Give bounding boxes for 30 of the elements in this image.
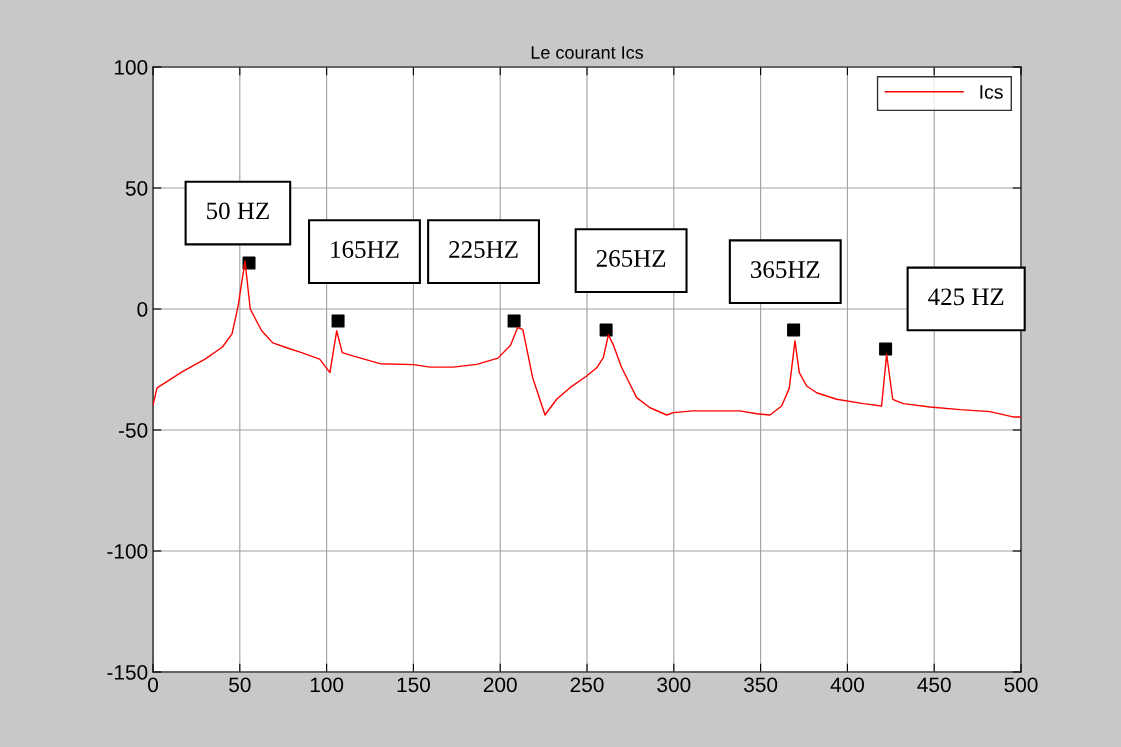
x-tick-label: 250 bbox=[570, 677, 604, 693]
y-tick-label: 50 bbox=[125, 181, 148, 196]
annotation: 225HZ bbox=[449, 241, 518, 258]
x-tick-label: 0 bbox=[148, 677, 158, 693]
x-tick-label: 50 bbox=[229, 677, 251, 693]
x-tick-label: 350 bbox=[744, 677, 778, 693]
point bbox=[787, 323, 801, 337]
annotation: 425 HZ bbox=[928, 288, 1004, 306]
legend-label: Ics bbox=[980, 85, 1003, 99]
point bbox=[507, 314, 521, 328]
y-tick-label: 0 bbox=[137, 302, 148, 317]
x-tick-label: 100 bbox=[310, 677, 344, 693]
annotation: 265HZ bbox=[596, 250, 666, 267]
x-tick-label: 150 bbox=[397, 677, 430, 693]
chart-title: Le courant Ics bbox=[531, 46, 644, 59]
annotation: 365HZ bbox=[751, 261, 820, 278]
x-tick-label: 200 bbox=[483, 677, 517, 693]
x-tick-label: 500 bbox=[1004, 677, 1038, 693]
point bbox=[331, 314, 345, 328]
annotation: 165HZ bbox=[331, 241, 399, 258]
annotation: 50 HZ bbox=[207, 202, 269, 220]
x-tick-label: 300 bbox=[657, 677, 691, 693]
point bbox=[599, 323, 613, 337]
x-tick-label: 450 bbox=[917, 677, 951, 693]
point bbox=[879, 342, 893, 356]
y-tick-label: -100 bbox=[107, 544, 148, 559]
y-tick-label: -50 bbox=[118, 423, 148, 438]
y-tick-label: -150 bbox=[107, 665, 148, 680]
y-tick-label: 100 bbox=[114, 60, 148, 75]
x-tick-label: 400 bbox=[830, 677, 864, 693]
